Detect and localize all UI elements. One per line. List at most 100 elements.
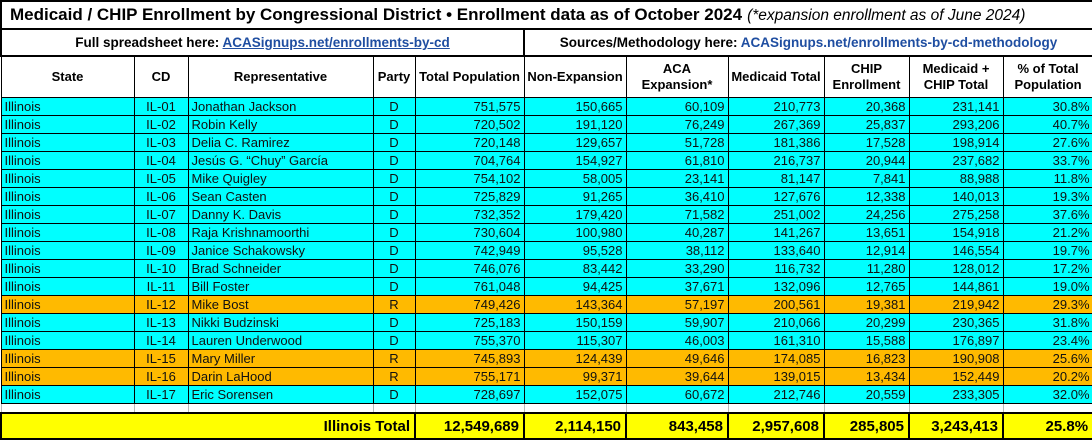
cell-cd: IL-01 — [133, 97, 189, 116]
cell-representative: Mary Miller — [187, 349, 374, 368]
cell-representative: Jonathan Jackson — [187, 97, 374, 116]
cell-medicaid-total: 251,002 — [727, 205, 825, 224]
cell-representative: Brad Schneider — [187, 259, 374, 278]
spacer-cell — [1002, 403, 1092, 414]
cell-aca-expansion: 33,290 — [625, 259, 729, 278]
table-row: Illinois IL-01 Jonathan Jackson D 751,575 150… — [0, 97, 1092, 116]
cell-pct-of-total-population: 25.6% — [1002, 349, 1092, 368]
cell-aca-expansion: 46,003 — [625, 331, 729, 350]
cell-non-expansion: 95,528 — [523, 241, 627, 260]
table-row: Illinois IL-14 Lauren Underwood D 755,370 115… — [0, 331, 1092, 350]
total-medicaid-chip-total: 3,243,413 — [908, 412, 1004, 440]
cell-medicaid-chip-total: 230,365 — [908, 313, 1004, 332]
cell-party: R — [372, 367, 416, 386]
cell-state: Illinois — [0, 295, 135, 314]
cell-medicaid-total: 127,676 — [727, 187, 825, 206]
methodology-link-label: Sources/Methodology here: — [559, 35, 741, 50]
spacer-cell — [727, 403, 825, 414]
cell-medicaid-total: 267,369 — [727, 115, 825, 134]
cell-non-expansion: 115,307 — [523, 331, 627, 350]
cell-medicaid-total: 81,147 — [727, 169, 825, 188]
cell-pct-of-total-population: 27.6% — [1002, 133, 1092, 152]
col-header-total-population: Total Population — [414, 55, 525, 98]
cell-state: Illinois — [0, 151, 135, 170]
cell-medicaid-total: 161,310 — [727, 331, 825, 350]
spreadsheet-link-cell: Full spreadsheet here: ACASignups.net/en… — [0, 28, 525, 57]
cell-medicaid-total: 141,267 — [727, 223, 825, 242]
cell-medicaid-total: 181,386 — [727, 133, 825, 152]
cell-aca-expansion: 39,644 — [625, 367, 729, 386]
total-total-population: 12,549,689 — [414, 412, 525, 440]
cell-chip-enrollment: 13,651 — [823, 223, 910, 242]
cell-chip-enrollment: 20,299 — [823, 313, 910, 332]
cell-aca-expansion: 71,582 — [625, 205, 729, 224]
cell-party: D — [372, 223, 416, 242]
cell-cd: IL-05 — [133, 169, 189, 188]
cell-party: D — [372, 385, 416, 404]
table-row: Illinois IL-04 Jesús G. “Chuy” García D 704,… — [0, 151, 1092, 170]
cell-representative: Nikki Budzinski — [187, 313, 374, 332]
cell-cd: IL-13 — [133, 313, 189, 332]
cell-total-population: 720,502 — [414, 115, 525, 134]
spacer-cell — [625, 403, 729, 414]
cell-cd: IL-08 — [133, 223, 189, 242]
cell-total-population: 755,171 — [414, 367, 525, 386]
cell-pct-of-total-population: 17.2% — [1002, 259, 1092, 278]
cell-cd: IL-06 — [133, 187, 189, 206]
spacer-cell — [414, 403, 525, 414]
cell-party: D — [372, 169, 416, 188]
spacer-cell — [523, 403, 627, 414]
cell-chip-enrollment: 11,280 — [823, 259, 910, 278]
cell-medicaid-chip-total: 152,449 — [908, 367, 1004, 386]
col-header-state: State — [0, 55, 135, 98]
cell-party: D — [372, 205, 416, 224]
cell-total-population: 749,426 — [414, 295, 525, 314]
spacer-row — [0, 403, 1092, 414]
cell-total-population: 742,949 — [414, 241, 525, 260]
cell-party: D — [372, 241, 416, 260]
cell-non-expansion: 150,665 — [523, 97, 627, 116]
cell-state: Illinois — [0, 331, 135, 350]
column-header-row: State CD Representative Party Total Populati… — [0, 55, 1092, 98]
table-body: Illinois IL-01 Jonathan Jackson D 751,575 150… — [0, 97, 1092, 404]
cell-state: Illinois — [0, 115, 135, 134]
cell-medicaid-total: 212,746 — [727, 385, 825, 404]
cell-state: Illinois — [0, 349, 135, 368]
cell-cd: IL-07 — [133, 205, 189, 224]
cell-aca-expansion: 61,810 — [625, 151, 729, 170]
cell-chip-enrollment: 15,588 — [823, 331, 910, 350]
cell-pct-of-total-population: 30.8% — [1002, 97, 1092, 116]
col-header-party: Party — [372, 55, 416, 98]
title-bar: Medicaid / CHIP Enrollment by Congressio… — [0, 0, 1092, 30]
col-header-cd: CD — [133, 55, 189, 98]
cell-medicaid-total: 139,015 — [727, 367, 825, 386]
cell-total-population: 725,183 — [414, 313, 525, 332]
spreadsheet-link[interactable]: ACASignups.net/enrollments-by-cd — [222, 35, 450, 50]
cell-medicaid-chip-total: 231,141 — [908, 97, 1004, 116]
cell-total-population: 751,575 — [414, 97, 525, 116]
cell-representative: Janice Schakowsky — [187, 241, 374, 260]
cell-chip-enrollment: 12,765 — [823, 277, 910, 296]
total-non-expansion: 2,114,150 — [523, 412, 627, 440]
cell-non-expansion: 143,364 — [523, 295, 627, 314]
cell-total-population: 720,148 — [414, 133, 525, 152]
cell-chip-enrollment: 13,434 — [823, 367, 910, 386]
cell-non-expansion: 129,657 — [523, 133, 627, 152]
cell-representative: Sean Casten — [187, 187, 374, 206]
cell-medicaid-chip-total: 275,258 — [908, 205, 1004, 224]
col-header-chip-enrollment: CHIP Enrollment — [823, 55, 910, 98]
cell-medicaid-chip-total: 293,206 — [908, 115, 1004, 134]
cell-non-expansion: 152,075 — [523, 385, 627, 404]
cell-non-expansion: 91,265 — [523, 187, 627, 206]
methodology-link[interactable]: ACASignups.net/enrollments-by-cd-methodo… — [740, 35, 1058, 50]
cell-medicaid-total: 210,066 — [727, 313, 825, 332]
cell-party: R — [372, 349, 416, 368]
cell-non-expansion: 191,120 — [523, 115, 627, 134]
cell-non-expansion: 58,005 — [523, 169, 627, 188]
cell-state: Illinois — [0, 241, 135, 260]
cell-party: D — [372, 115, 416, 134]
cell-non-expansion: 124,439 — [523, 349, 627, 368]
cell-total-population: 746,076 — [414, 259, 525, 278]
